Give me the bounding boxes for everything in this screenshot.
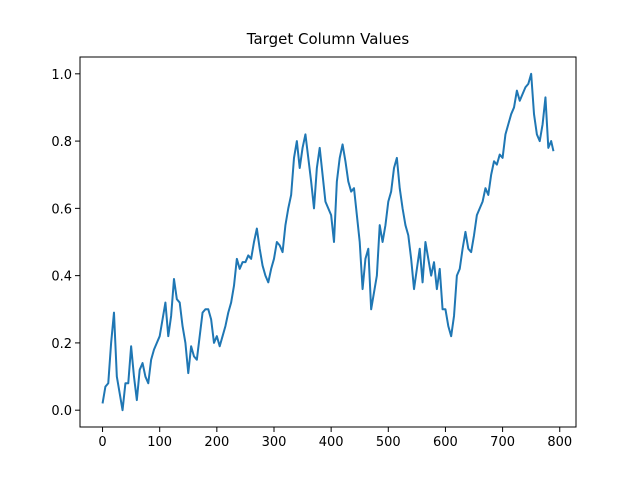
data-line <box>101 72 555 412</box>
y-tick-label: 1.0 <box>51 68 72 83</box>
y-tick-label: 0.8 <box>51 135 72 150</box>
y-tick-label: 0.2 <box>51 337 72 352</box>
x-tick-label: 700 <box>490 435 515 450</box>
y-tick-label: 0.0 <box>51 404 72 419</box>
x-tick-label: 300 <box>262 435 287 450</box>
x-tick-label: 600 <box>433 435 458 450</box>
x-tick-label: 500 <box>376 435 401 450</box>
chart-title: Target Column Values <box>246 30 410 48</box>
x-tick-label: 400 <box>319 435 344 450</box>
x-tick-label: 200 <box>204 435 229 450</box>
plot-frame <box>79 56 577 428</box>
x-tick-label: 800 <box>547 435 572 450</box>
y-tick-label: 0.4 <box>51 270 72 285</box>
y-tick-label: 0.6 <box>51 202 72 217</box>
x-tick-label: 100 <box>147 435 172 450</box>
x-tick-label: 0 <box>98 435 106 450</box>
